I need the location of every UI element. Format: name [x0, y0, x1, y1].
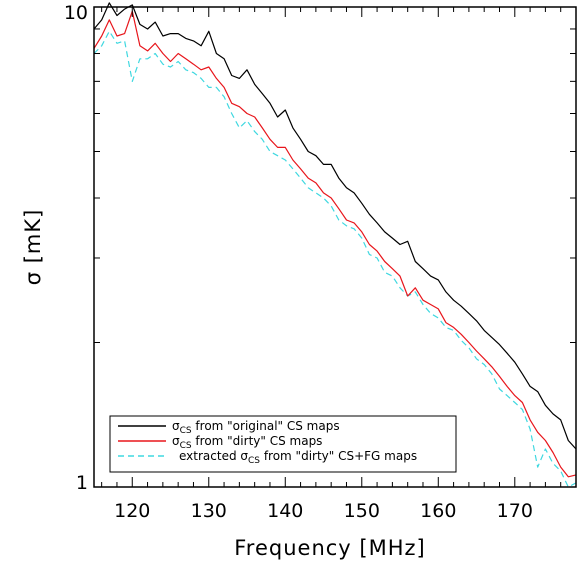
series-line-2 — [93, 10, 577, 478]
x-tick-label: 150 — [344, 500, 380, 522]
axis-layer: 120 130 140 150 160 170 1 10 — [64, 2, 577, 522]
y-axis-title: σ [mK] — [21, 209, 45, 286]
plot-frame — [93, 6, 577, 488]
legend-label-1: σCS from "original" CS maps — [172, 419, 340, 436]
x-tick-label: 140 — [267, 500, 303, 522]
x-tick-label: 120 — [114, 500, 150, 522]
x-axis-title: Frequency [MHz] — [234, 536, 425, 560]
y-tick-label: 1 — [76, 472, 88, 494]
y-tick-label: 10 — [64, 2, 88, 24]
series-line-1 — [93, 2, 577, 450]
legend-label-3: extracted σCS from "dirty" CS+FG maps — [179, 449, 417, 466]
legend-label-2: σCS from "dirty" CS maps — [172, 434, 322, 451]
x-tick-label: 160 — [420, 500, 456, 522]
series-line-3 — [93, 30, 577, 488]
legend-box — [109, 415, 457, 473]
series-layer — [93, 2, 577, 488]
x-tick-label: 170 — [497, 500, 533, 522]
x-tick-label: 130 — [191, 500, 227, 522]
